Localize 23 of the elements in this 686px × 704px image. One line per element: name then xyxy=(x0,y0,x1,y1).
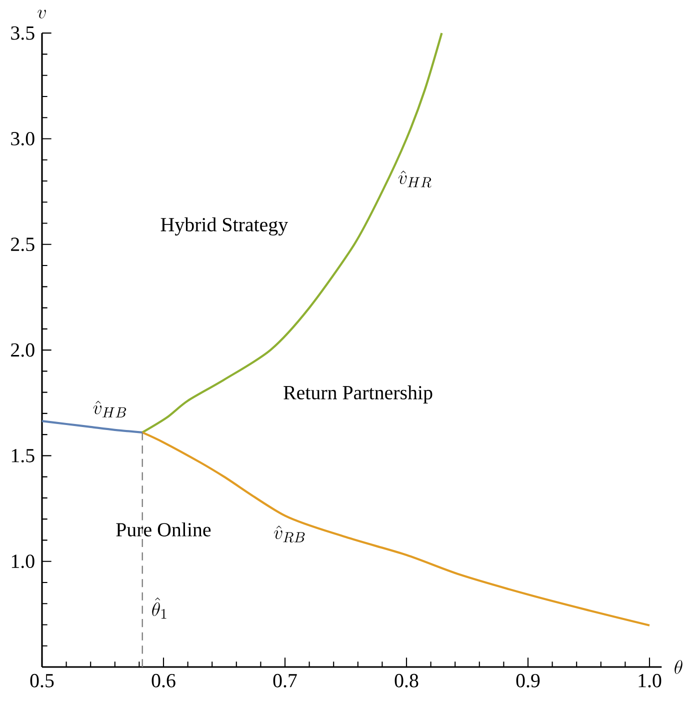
y-tick-label: 3.0 xyxy=(11,132,34,146)
y-tick-label: 1.0 xyxy=(12,554,34,568)
series-label: $\hat{v}_{HB}$ xyxy=(93,400,126,418)
x-tick-label: 0.6 xyxy=(152,674,176,688)
y-tick-label: 2.5 xyxy=(11,238,34,252)
annotation: Hybrid Strategy xyxy=(160,217,288,236)
y-tick-label: 3.5 xyxy=(11,26,34,40)
annotation: $\hat{\theta}_1$ xyxy=(152,597,166,619)
y-tick-label: 1.5 xyxy=(12,448,34,462)
x-tick-label: 1.0 xyxy=(638,674,662,688)
annotation: Return Partnership xyxy=(284,385,432,404)
line-series xyxy=(40,420,144,434)
y-axis-title: $v$ xyxy=(38,10,46,18)
x-tick-label: 0.8 xyxy=(394,674,418,688)
annotation: Pure Online xyxy=(116,522,211,536)
x-axis-title: $\theta$ xyxy=(674,660,682,674)
y-tick-label: 2.0 xyxy=(11,343,34,357)
series-label: $\hat{v}_{RB}$ xyxy=(274,526,305,543)
x-tick-label: 0.9 xyxy=(516,674,540,688)
series-label: $\hat{v}_{HR}$ xyxy=(398,170,432,188)
line-series xyxy=(141,32,443,434)
x-tick-label: 0.7 xyxy=(273,674,297,688)
x-tick-label: 0.5 xyxy=(30,674,54,688)
